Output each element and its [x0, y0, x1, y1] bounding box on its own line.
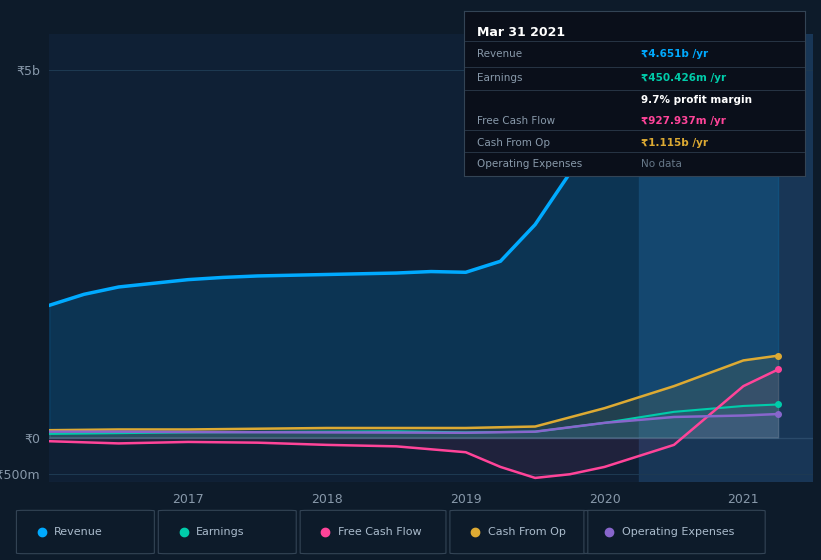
Text: ₹927.937m /yr: ₹927.937m /yr — [641, 116, 726, 126]
Text: Earnings: Earnings — [478, 73, 523, 83]
Text: ₹450.426m /yr: ₹450.426m /yr — [641, 73, 726, 83]
Text: Cash From Op: Cash From Op — [478, 138, 551, 147]
Bar — [640, 34, 813, 482]
Text: Free Cash Flow: Free Cash Flow — [478, 116, 556, 126]
Text: ₹4.651b /yr: ₹4.651b /yr — [641, 49, 709, 59]
Text: Operating Expenses: Operating Expenses — [621, 527, 734, 537]
Text: No data: No data — [641, 159, 682, 169]
Text: Revenue: Revenue — [54, 527, 103, 537]
Text: Free Cash Flow: Free Cash Flow — [338, 527, 422, 537]
Text: ₹1.115b /yr: ₹1.115b /yr — [641, 138, 708, 147]
Text: 9.7% profit margin: 9.7% profit margin — [641, 95, 752, 105]
Text: Revenue: Revenue — [478, 49, 523, 59]
Text: Earnings: Earnings — [196, 527, 245, 537]
Text: Mar 31 2021: Mar 31 2021 — [478, 26, 566, 39]
Text: Cash From Op: Cash From Op — [488, 527, 566, 537]
Text: Operating Expenses: Operating Expenses — [478, 159, 583, 169]
